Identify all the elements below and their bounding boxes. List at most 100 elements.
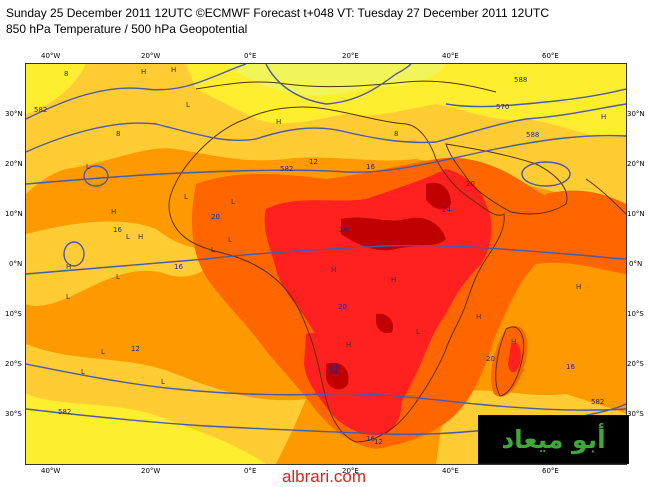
fill-yellow-south	[26, 394, 266, 464]
lat-label-right: 20°S	[627, 360, 644, 368]
height-contour	[521, 161, 571, 187]
temp-label: 8	[394, 130, 398, 138]
height-contour	[26, 134, 626, 185]
lat-label-left: 30°S	[5, 410, 22, 418]
height-contour	[26, 103, 626, 153]
temp-label: 16	[566, 363, 575, 371]
center-mark: L	[228, 236, 232, 244]
coast-india	[585, 178, 626, 215]
lat-label-right: 30°N	[627, 110, 645, 118]
center-mark: H	[276, 118, 281, 126]
coast-arabia	[445, 143, 568, 215]
geopotential-contours	[26, 64, 626, 436]
height-contour	[26, 363, 626, 411]
lon-label-bottom: 0°E	[244, 467, 257, 475]
temp-label: 24	[329, 363, 338, 371]
temp-label: 20	[486, 355, 495, 363]
lon-label-top: 40°W	[41, 52, 61, 60]
fill-yellow-west	[26, 64, 86, 114]
center-mark: L	[126, 233, 130, 241]
center-mark: H	[138, 233, 143, 241]
center-mark: H	[171, 66, 176, 74]
center-mark: H	[601, 113, 606, 121]
center-mark: H	[346, 341, 351, 349]
coast-africa	[168, 106, 505, 443]
height-contour	[445, 88, 626, 108]
website-watermark: albrari.com	[281, 467, 367, 486]
lon-label-bottom: 40°E	[442, 467, 459, 475]
fill-dark-red-2	[426, 182, 451, 210]
height-label: 582	[34, 106, 47, 114]
lat-label-right: 10°N	[627, 210, 645, 218]
temp-label: 8	[116, 130, 120, 138]
temp-label: 16	[174, 263, 183, 271]
lat-label-right: 0°N	[629, 260, 643, 268]
center-mark: H	[141, 68, 146, 76]
lat-label-left: 0°N	[9, 260, 23, 268]
center-mark: L	[116, 273, 120, 281]
fill-pale-yellow	[226, 64, 446, 96]
temp-label: 24	[329, 368, 338, 376]
lon-label-bottom: 40°W	[41, 467, 61, 475]
chart-title: Sunday 25 December 2011 12UTC ©ECMWF For…	[6, 6, 549, 20]
lon-label-top: 20°E	[342, 52, 359, 60]
temp-label: 16	[366, 163, 375, 171]
temp-label: 16	[113, 226, 122, 234]
coast-madagascar	[495, 326, 525, 397]
center-mark: L	[161, 378, 165, 386]
arabic-logo: أبو ميعاد	[478, 415, 629, 464]
height-contour	[265, 64, 412, 105]
center-mark: L	[66, 293, 70, 301]
center-mark: L	[231, 198, 235, 206]
lat-label-left: 20°S	[5, 360, 22, 368]
lon-label-bottom: 20°E	[342, 467, 359, 475]
center-mark: L	[186, 101, 190, 109]
height-contour	[83, 165, 109, 187]
height-label: 588	[526, 131, 539, 139]
logo-text: أبو ميعاد	[501, 425, 606, 454]
pressure-centers: H H L H H L L L H L H L H L L H H L H H …	[66, 66, 606, 386]
center-mark: L	[184, 193, 188, 201]
temp-label: 8	[64, 70, 68, 78]
center-mark: H	[476, 313, 481, 321]
center-mark: L	[416, 328, 420, 336]
lat-label-left: 10°S	[5, 310, 22, 318]
height-label: 582	[58, 408, 71, 416]
temp-label: 16	[366, 435, 375, 443]
height-label: 588	[514, 76, 527, 84]
temp-label: 20	[466, 180, 475, 188]
temp-label: 12	[374, 438, 383, 446]
lon-label-top: 40°E	[442, 52, 459, 60]
center-mark: L	[86, 163, 90, 171]
lon-label-bottom: 60°E	[542, 467, 559, 475]
coastlines	[168, 80, 626, 443]
lat-label-left: 30°N	[5, 110, 23, 118]
chart-subtitle: 850 hPa Temperature / 500 hPa Geopotenti…	[6, 22, 248, 36]
center-mark: L	[211, 246, 215, 254]
fill-dark-red-3	[326, 362, 349, 390]
fill-red-south	[304, 332, 402, 436]
center-mark: H	[66, 263, 71, 271]
lat-label-right: 10°S	[627, 310, 644, 318]
fill-dark-orange-india	[546, 190, 626, 254]
center-mark: H	[331, 266, 336, 274]
lon-label-top: 20°W	[141, 52, 161, 60]
map-canvas: 8 8 8 12 16 16 20 20 24 24 24 16 12 16 2…	[26, 64, 626, 464]
lat-label-left: 10°N	[5, 210, 23, 218]
temp-label: 12	[309, 158, 318, 166]
lon-label-bottom: 20°W	[141, 467, 161, 475]
center-mark: H	[111, 208, 116, 216]
lat-label-right: 30°S	[627, 410, 644, 418]
contour-labels: 8 8 8 12 16 16 20 20 24 24 24 16 12 16 2…	[34, 70, 604, 446]
height-label: 570	[496, 103, 509, 111]
temp-label: 24	[442, 206, 451, 214]
height-label: 582	[280, 165, 293, 173]
lat-label-right: 20°N	[627, 160, 645, 168]
center-mark: L	[81, 368, 85, 376]
temp-label: 12	[131, 345, 140, 353]
height-contour	[26, 64, 247, 120]
temp-label: 20	[211, 213, 220, 221]
height-label: 582	[591, 398, 604, 406]
lon-label-top: 0°E	[244, 52, 257, 60]
temp-label: 20	[338, 303, 347, 311]
